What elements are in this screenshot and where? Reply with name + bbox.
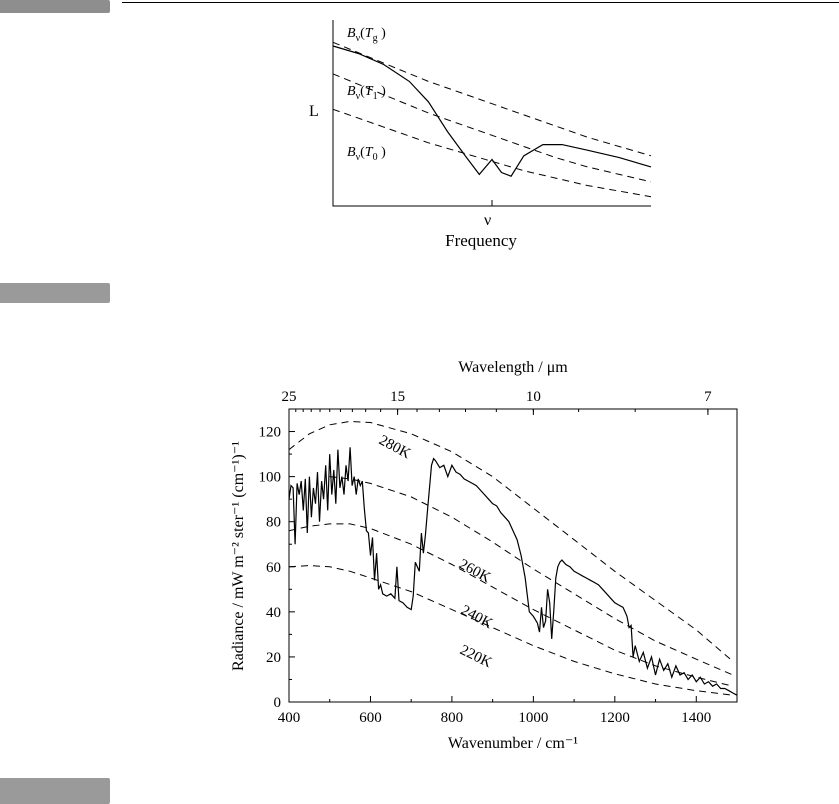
chart1-x-tick-label-nu0: ν0 bbox=[484, 212, 491, 229]
chart2-y-tick-label-80: 80 bbox=[266, 515, 281, 531]
section-tab-top bbox=[0, 0, 110, 13]
chart2-x-tick-label-400: 400 bbox=[278, 710, 301, 726]
header-rule bbox=[122, 2, 839, 4]
chart2-x-tick-label-800: 800 bbox=[441, 710, 464, 726]
chart2-series-label-280K: 280K bbox=[376, 432, 413, 462]
chart2-top-axis-label: Wavelength / μm bbox=[458, 359, 568, 376]
chart2-plot-frame bbox=[288, 408, 738, 703]
chart1-axis-frame bbox=[332, 20, 651, 207]
section-tab-bottom bbox=[0, 778, 110, 804]
chart2-series-line-240K bbox=[288, 523, 734, 687]
chart2-top-tick-label-25: 25 bbox=[282, 389, 297, 405]
chart2-x-tick-label-600: 600 bbox=[359, 710, 382, 726]
chart1-series-line-0 bbox=[332, 41, 652, 157]
chart2-series-label-220K: 220K bbox=[457, 642, 494, 671]
chart2-series-label-260K: 260K bbox=[456, 556, 493, 586]
chart1-label-bv-t0: Bν(T0 ) bbox=[347, 145, 386, 163]
chart1-series-line-1 bbox=[332, 73, 652, 183]
chart2-series-line-260K bbox=[329, 476, 734, 676]
chart1-x-axis-label: Frequency bbox=[445, 231, 517, 250]
section-tab-middle bbox=[0, 283, 110, 303]
chart2-y-axis-label: Radiance / mW m⁻² ster⁻¹ (cm⁻¹)⁻¹ bbox=[230, 441, 247, 671]
chart1-y-axis-label: Lν bbox=[309, 103, 319, 120]
chart2-top-tick-label-10: 10 bbox=[526, 389, 541, 405]
chart2-x-tick-label-1200: 1200 bbox=[600, 710, 630, 726]
chart2-series-line-280K bbox=[288, 420, 734, 662]
chart1-series-line-2 bbox=[332, 108, 652, 198]
chart2-y-tick-label-0: 0 bbox=[274, 695, 282, 711]
chart2-top-tick-label-7: 7 bbox=[704, 389, 712, 405]
chart2-measured-spectrum bbox=[288, 447, 738, 696]
chart2-y-tick-label-120: 120 bbox=[259, 425, 282, 441]
chart2-y-tick-label-40: 40 bbox=[266, 605, 281, 621]
chart1-label-bv-t1: Bν(T1 ) bbox=[347, 84, 386, 102]
chart2-y-tick-label-100: 100 bbox=[259, 470, 282, 486]
chart2-x-tick-label-1400: 1400 bbox=[681, 710, 711, 726]
chart1-emission-curve bbox=[332, 45, 652, 177]
chart1-label-bv-tg: Bν(Tg ) bbox=[347, 26, 386, 44]
chart2-top-tick-label-15: 15 bbox=[390, 389, 405, 405]
chart2-y-tick-label-60: 60 bbox=[266, 560, 281, 576]
chart2-x-tick-label-1000: 1000 bbox=[518, 710, 548, 726]
chart2-series-line-220K bbox=[288, 565, 733, 696]
chart2-y-tick-label-20: 20 bbox=[266, 650, 281, 666]
chart2-series-label-240K: 240K bbox=[458, 602, 495, 632]
chart2-x-axis-label: Wavenumber / cm⁻¹ bbox=[448, 735, 578, 752]
